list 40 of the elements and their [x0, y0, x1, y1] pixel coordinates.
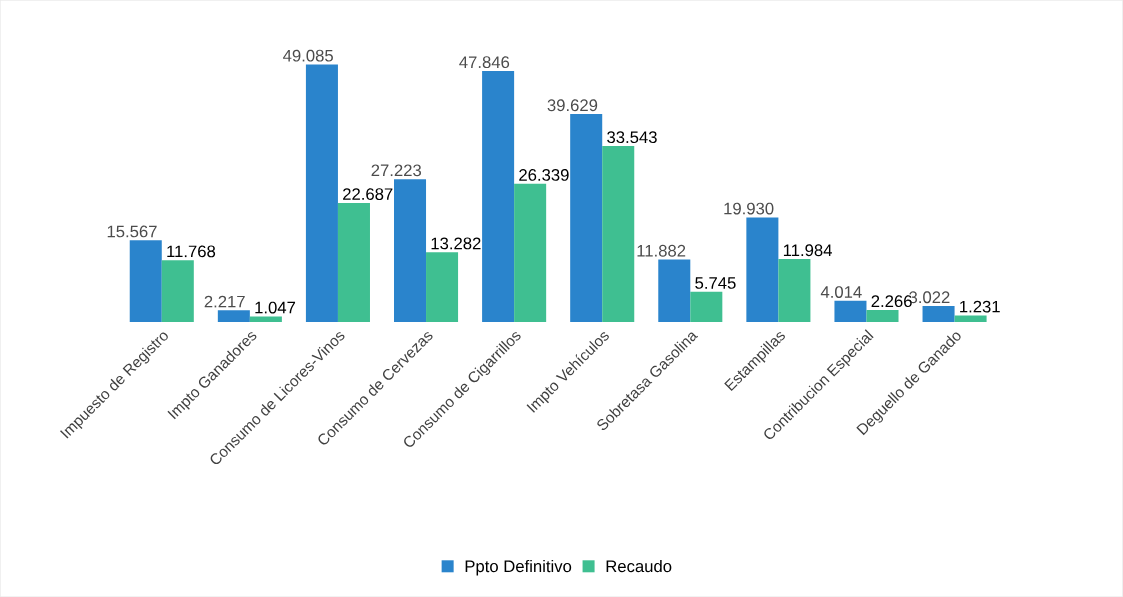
- data-label: 1.047: [255, 301, 296, 314]
- bar: [602, 145, 635, 322]
- bar: [866, 309, 899, 322]
- legend-label: Ppto Definitivo: [465, 559, 572, 576]
- data-label: 15.567: [107, 225, 157, 238]
- bar: [249, 316, 282, 322]
- bar: [778, 259, 811, 322]
- bar: [746, 217, 779, 322]
- data-label: 19.930: [724, 202, 774, 215]
- bar: [426, 252, 459, 322]
- data-label: 22.687: [343, 188, 393, 200]
- data-label: 27.223: [371, 164, 422, 177]
- bar: [161, 260, 194, 322]
- data-label: 1.231: [960, 300, 1000, 313]
- bar: [217, 310, 250, 322]
- bar: [305, 64, 338, 322]
- bar: [337, 202, 370, 322]
- bar: [954, 315, 987, 322]
- data-label: 33.543: [607, 131, 657, 144]
- legend-label: Recaudo: [606, 559, 672, 573]
- bar: [129, 240, 162, 322]
- data-label: 49.085: [283, 49, 333, 62]
- bar: [658, 259, 691, 322]
- bar: [570, 114, 603, 322]
- bar: [922, 306, 955, 322]
- bar: [514, 183, 547, 322]
- data-label: 47.846: [459, 56, 510, 69]
- data-label: 11.768: [167, 245, 216, 258]
- bar: [834, 300, 867, 322]
- data-label: 4.014: [820, 286, 862, 298]
- data-label: 13.282: [431, 237, 481, 250]
- bar: [482, 70, 515, 322]
- data-label: 11.984: [783, 244, 832, 257]
- data-label: 5.745: [695, 277, 736, 289]
- data-label: 2.217: [204, 295, 245, 308]
- bar: [690, 291, 723, 322]
- data-label: 39.629: [547, 99, 598, 112]
- data-label: 26.339: [519, 169, 569, 181]
- bar: [394, 179, 427, 322]
- data-label: 11.882: [637, 244, 686, 257]
